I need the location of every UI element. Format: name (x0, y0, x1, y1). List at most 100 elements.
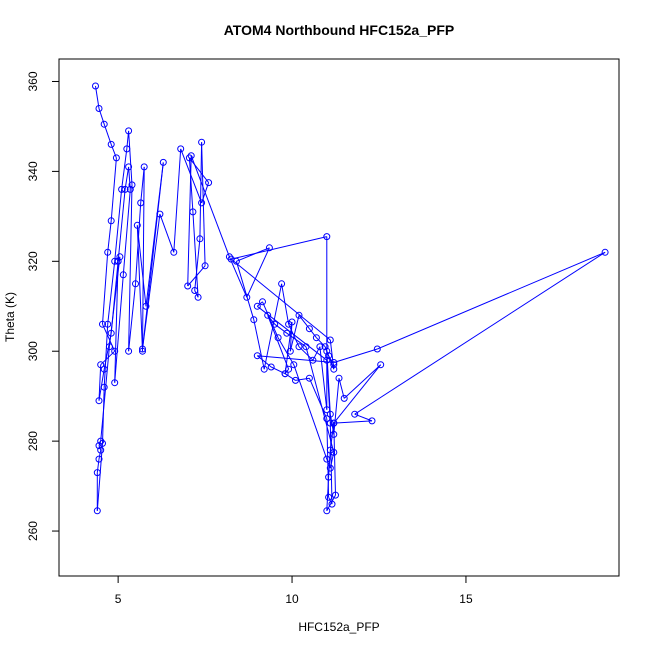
data-point (191, 287, 199, 294)
series-line-segment (98, 364, 102, 401)
data-point (271, 320, 279, 328)
series-line-segment (199, 142, 203, 239)
data-point (99, 320, 106, 328)
data-point (253, 352, 261, 360)
data-point (137, 199, 145, 207)
y-tick-label: 260 (26, 521, 40, 541)
series-line-segment (114, 274, 124, 383)
x-tick-label: 15 (459, 592, 473, 606)
y-axis: 260 280 300 320 340 360 (26, 71, 60, 541)
data-point (194, 293, 202, 301)
data-point (114, 257, 122, 265)
data-point (107, 217, 115, 225)
data-point (292, 376, 299, 384)
series-line-segment (274, 323, 288, 334)
data-point (112, 154, 120, 162)
series-line-segment (328, 497, 333, 505)
series-line-segment (173, 148, 182, 253)
series-line-segment (98, 445, 102, 451)
data-point (286, 347, 294, 355)
data-point (170, 248, 178, 256)
data-point (323, 415, 331, 423)
data-point (323, 406, 331, 414)
series-line-segment (194, 238, 201, 291)
data-point (132, 280, 139, 288)
series-line-segment (98, 108, 105, 125)
data-point (330, 448, 338, 456)
data-point (325, 493, 333, 501)
data-point (95, 455, 103, 463)
data-point (126, 185, 134, 193)
series-line-segment (142, 166, 145, 352)
data-point (95, 442, 103, 450)
data-point (302, 343, 310, 351)
data-point (328, 500, 336, 508)
series-line-segment (333, 364, 382, 424)
series-line-segment (262, 301, 279, 338)
series-line-segment (95, 85, 100, 109)
data-point (139, 347, 146, 355)
data-point (325, 352, 333, 360)
series-line-segment (295, 377, 310, 381)
data-point (196, 235, 204, 243)
data-point (142, 302, 150, 310)
data-point (125, 163, 133, 171)
data-point (198, 199, 206, 207)
series-line-segment (333, 348, 378, 363)
data-point (278, 280, 286, 288)
data-point (123, 145, 131, 153)
series-line-segment (100, 346, 110, 442)
series-line-segment (114, 261, 119, 383)
data-point (184, 282, 192, 290)
data-point (185, 154, 193, 162)
series-line-segment (96, 459, 100, 473)
data-point (156, 210, 164, 218)
series-line-segment (190, 155, 230, 257)
data-point (121, 185, 129, 193)
data-point (97, 437, 105, 445)
series-line-segment (142, 162, 164, 350)
data-point (274, 334, 282, 342)
data-point (100, 365, 108, 373)
data-point (260, 365, 268, 373)
series-line-segment (136, 225, 147, 307)
series-line-segment (377, 251, 606, 350)
series-line-segment (333, 378, 340, 435)
y-tick-label: 280 (26, 431, 40, 451)
data-point (243, 293, 251, 301)
data-point (97, 361, 105, 369)
data-point (119, 271, 127, 279)
data-point (139, 345, 146, 353)
series-line-segment (117, 189, 126, 262)
data-point (225, 253, 233, 261)
series-line-segment (319, 346, 328, 410)
data-point (227, 255, 235, 263)
data-point (326, 446, 334, 454)
data-point (323, 356, 331, 364)
data-point (326, 336, 334, 344)
series-layer (92, 82, 609, 515)
data-point (326, 419, 334, 427)
series-line-segment (333, 423, 336, 496)
data-point (92, 82, 99, 90)
data-point (107, 329, 115, 337)
y-tick-label: 300 (26, 341, 40, 361)
data-point (93, 507, 101, 515)
data-point (140, 163, 148, 171)
x-tick-label: 5 (115, 592, 122, 606)
data-point (373, 345, 381, 353)
series-line-segment (267, 315, 290, 370)
series-line-segment (110, 157, 117, 221)
series-line-segment (201, 142, 206, 266)
series-line-segment (159, 213, 175, 253)
data-point (288, 318, 296, 326)
data-point (104, 320, 112, 328)
series-line-segment (308, 378, 328, 419)
y-tick-label: 360 (26, 71, 40, 91)
data-point (330, 361, 338, 369)
data-point (267, 363, 275, 371)
data-point (330, 419, 338, 427)
data-point (309, 356, 317, 364)
data-point (285, 365, 293, 373)
series-line-segment (114, 189, 123, 262)
